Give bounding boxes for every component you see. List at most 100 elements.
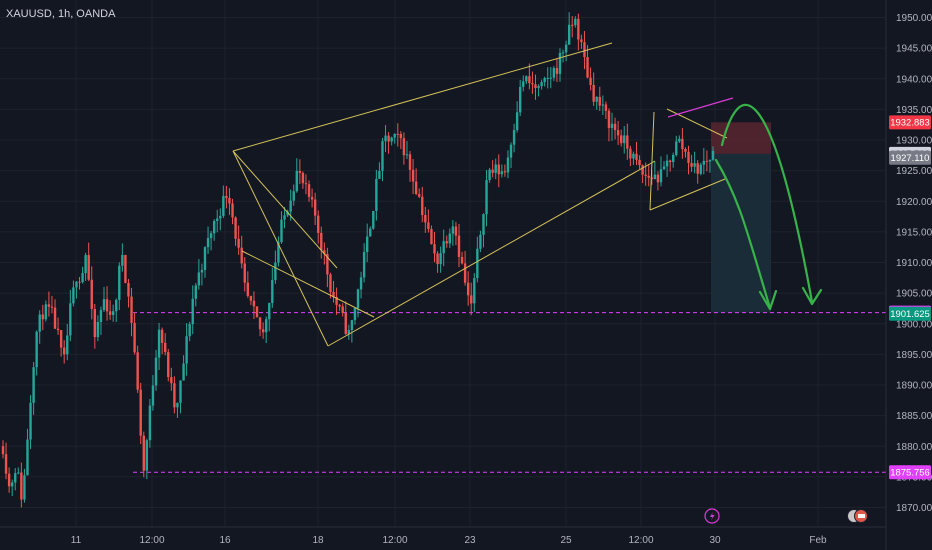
forecast-arrow-short-head[interactable] (758, 289, 778, 311)
candle-body (231, 203, 234, 218)
candle-body (20, 472, 23, 500)
candle-body (359, 277, 363, 290)
candle-body (500, 171, 504, 175)
y-tick-label: 1870.000 (896, 503, 932, 514)
candle-body (1, 446, 5, 455)
candle-body (494, 164, 497, 173)
candle-body (509, 144, 513, 158)
candle-body (167, 352, 170, 378)
y-tick-label: 1905.000 (896, 289, 932, 300)
candle-body (197, 272, 201, 286)
lightning-icon[interactable] (704, 508, 720, 524)
candle-body (460, 256, 464, 264)
descending-channel[interactable] (232, 150, 375, 318)
take-profit-zone[interactable] (711, 153, 771, 313)
candle-body (555, 68, 559, 74)
candle-body (283, 215, 286, 220)
price-badge-label: 1875.756 (890, 468, 930, 479)
candle-body (457, 235, 461, 257)
candle-body (87, 255, 90, 280)
candle-body (206, 238, 210, 248)
candle-body (390, 137, 393, 142)
expanding-wedge[interactable] (232, 42, 656, 347)
candle-body (552, 68, 556, 78)
candle-body (102, 299, 106, 311)
price-badge-label: 1927.110 (891, 153, 930, 164)
candle-body (139, 389, 142, 436)
candle-body (473, 278, 476, 304)
x-tick-label: 12:00 (382, 535, 407, 546)
candle-body (160, 329, 164, 343)
candle-body (503, 171, 507, 173)
y-tick-label: 1900.000 (896, 319, 932, 330)
candle-body (601, 104, 605, 106)
candle-body (408, 154, 412, 170)
candle-body (528, 76, 531, 84)
candle-body (261, 329, 265, 333)
candle-body (4, 454, 8, 474)
candle-body (329, 274, 332, 292)
candle-body (586, 57, 589, 78)
channel-upper-line[interactable] (232, 150, 338, 269)
candle-body (626, 135, 629, 149)
candle-body (356, 289, 360, 309)
candle-body (264, 319, 268, 333)
candle-body (454, 226, 458, 236)
forecast-arrow-long[interactable] (720, 103, 814, 304)
candle-body (142, 435, 145, 471)
candle-body (485, 180, 488, 215)
candle-body (482, 214, 485, 235)
forecast-arrow-short[interactable] (714, 158, 772, 310)
candle-body (163, 342, 167, 353)
wedge-lower-line[interactable] (327, 160, 656, 347)
candle-body (696, 163, 699, 174)
candle-body (286, 211, 289, 216)
candle-body (699, 164, 702, 174)
wedge-left-line[interactable] (232, 150, 329, 347)
candle-body (14, 473, 17, 483)
candle-body (295, 170, 298, 192)
y-tick-label: 1910.000 (896, 258, 932, 269)
y-tick-label: 1950.000 (896, 13, 932, 24)
forecast-arrows[interactable] (714, 103, 823, 311)
channel-top-line[interactable] (667, 97, 734, 118)
candle-body (96, 321, 100, 338)
pattern-drawings[interactable] (232, 42, 734, 347)
candle-body (393, 133, 396, 138)
candle-body (35, 331, 38, 368)
candle-body (78, 281, 81, 283)
y-tick-label: 1895.000 (896, 350, 932, 361)
candle-body (414, 181, 418, 194)
candle-body (228, 197, 231, 204)
forecast-arrow-long-head[interactable] (801, 286, 823, 306)
candle-body (564, 44, 568, 53)
triangle-lower-line[interactable] (649, 178, 726, 211)
candle-body (307, 184, 311, 197)
candle-body (151, 385, 155, 406)
candle-body (662, 166, 666, 170)
price-badges: 1932.8831927.7301927.1101901.8151901.625… (889, 115, 931, 480)
candle-body (567, 24, 571, 45)
candle-body (399, 133, 403, 139)
candle-body (246, 282, 250, 296)
time-axis[interactable]: 11 12:00 16 18 12:00 23 25 12:00 30 Feb (0, 526, 886, 546)
wedge-upper-line[interactable] (232, 42, 613, 152)
channel-lower-line[interactable] (241, 250, 375, 318)
economic-events-icon[interactable] (847, 509, 868, 523)
candle-body (402, 138, 406, 156)
triangle-left-line[interactable] (649, 111, 655, 211)
candle-body (17, 472, 20, 474)
stop-loss-zone[interactable] (711, 122, 771, 154)
candle-body (99, 310, 103, 322)
candle-body (448, 233, 452, 244)
candle-body (436, 253, 439, 265)
candle-body (365, 236, 369, 252)
candle-body (194, 285, 198, 299)
candle-body (463, 263, 467, 283)
candle-body (479, 234, 482, 249)
y-tick-label: 1915.000 (896, 227, 932, 238)
y-tick-label: 1940.000 (896, 74, 932, 85)
candle-body (252, 300, 256, 307)
